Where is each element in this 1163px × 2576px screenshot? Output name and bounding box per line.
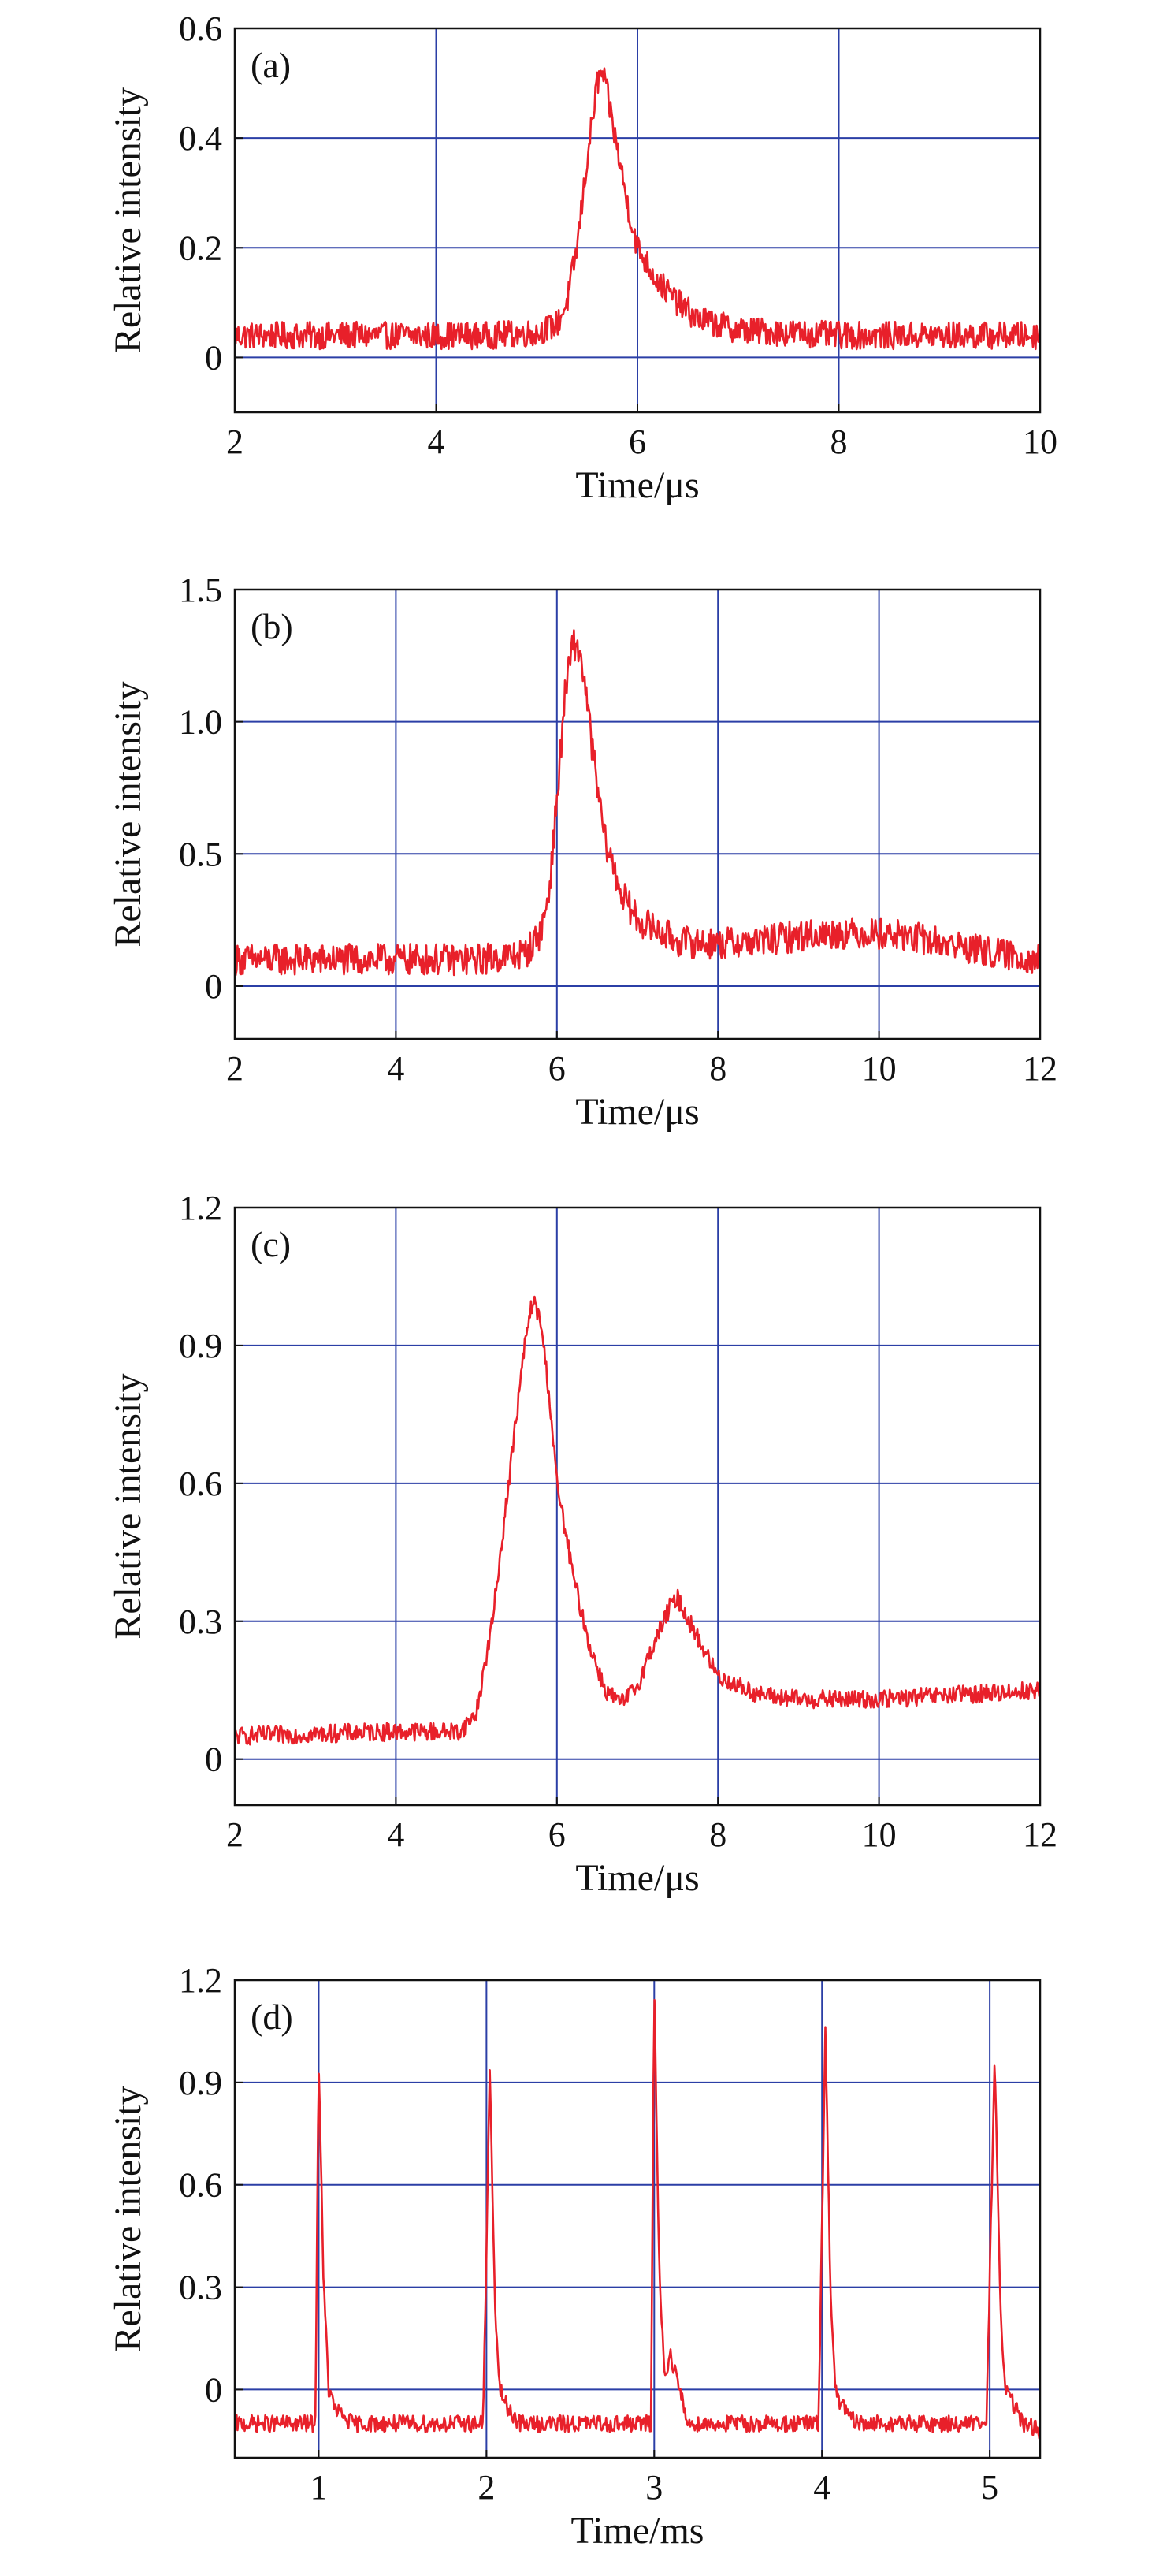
plot-frame (233, 1979, 1042, 2459)
y-tick-label: 0 (205, 1740, 222, 1779)
y-tick-label: 1.2 (179, 1961, 222, 2000)
x-tick-label: 1 (310, 2468, 327, 2507)
plot-frame (233, 588, 1042, 1040)
x-tick-label: 12 (1023, 1049, 1057, 1088)
y-tick-label: 1.5 (179, 571, 222, 609)
panel-label: (a) (251, 45, 291, 85)
x-tick-label: 10 (862, 1815, 897, 1854)
x-tick-label: 4 (387, 1815, 404, 1854)
x-tick-label: 6 (629, 423, 646, 461)
x-tick-label: 6 (548, 1049, 566, 1088)
series-line (235, 629, 1040, 977)
y-tick-label: 0 (205, 338, 222, 377)
x-tick-label: 8 (709, 1815, 726, 1854)
series-line (235, 1295, 1040, 1746)
y-axis-label: Relative intensity (107, 2086, 149, 2351)
x-axis-label: Time/ms (571, 2510, 704, 2552)
series-line (235, 1998, 1040, 2440)
y-tick-label: 1.0 (179, 703, 222, 742)
x-tick-label: 2 (477, 2468, 495, 2507)
y-tick-label: 0.3 (179, 1603, 222, 1641)
plot-frame (233, 1206, 1042, 1807)
x-axis-label: Time/μs (575, 464, 699, 506)
x-tick-label: 2 (226, 1815, 243, 1854)
y-tick-label: 0 (205, 967, 222, 1006)
y-tick-label: 0.3 (179, 2269, 222, 2307)
x-tick-label: 2 (226, 423, 243, 461)
y-axis-label: Relative intensity (107, 1373, 149, 1639)
y-tick-label: 0.2 (179, 229, 222, 267)
x-tick-label: 8 (709, 1049, 726, 1088)
panel-label: (c) (251, 1224, 291, 1264)
x-tick-label: 10 (1023, 423, 1057, 461)
y-tick-label: 0.5 (179, 835, 222, 873)
panel-label: (b) (251, 606, 293, 646)
y-tick-label: 1.2 (179, 1189, 222, 1227)
series-line (235, 67, 1040, 351)
panel-b: 2 4 6 8 10 12 0 0.5 1.0 1.5 Time/μs Relative intens… (107, 571, 1057, 1133)
y-tick-label: 0 (205, 2370, 222, 2409)
x-tick-label: 10 (862, 1049, 897, 1088)
x-tick-label: 3 (645, 2468, 663, 2507)
y-tick-label: 0.4 (179, 119, 222, 158)
y-tick-label: 0.9 (179, 1327, 222, 1365)
x-tick-label: 6 (548, 1815, 566, 1854)
x-tick-label: 2 (226, 1049, 243, 1088)
x-tick-label: 8 (830, 423, 848, 461)
panel-c: 2 4 6 8 10 12 0 0.3 0.6 0.9 1.2 Time/μs Relative int… (107, 1189, 1057, 1899)
panel-label: (d) (251, 1997, 293, 2037)
x-tick-label: 12 (1023, 1815, 1057, 1854)
y-axis-label: Relative intensity (107, 87, 149, 353)
y-tick-label: 0.6 (179, 9, 222, 48)
x-tick-label: 4 (813, 2468, 830, 2507)
x-tick-label: 4 (387, 1049, 404, 1088)
y-axis-label: Relative intensity (107, 681, 149, 947)
x-tick-label: 4 (428, 423, 445, 461)
y-tick-label: 0.6 (179, 1465, 222, 1503)
y-tick-label: 0.6 (179, 2166, 222, 2205)
x-axis-label: Time/μs (575, 1857, 699, 1899)
panel-d: 1 2 3 4 5 0 0.3 0.6 0.9 1.2 Time/ms Relative intens… (107, 1961, 1042, 2552)
x-axis-label: Time/μs (575, 1091, 699, 1133)
y-tick-label: 0.9 (179, 2064, 222, 2102)
x-tick-label: 5 (981, 2468, 998, 2507)
panel-a: 2 4 6 8 10 0 0.2 0.4 0.6 Time/μs Relative intensit… (107, 9, 1057, 506)
